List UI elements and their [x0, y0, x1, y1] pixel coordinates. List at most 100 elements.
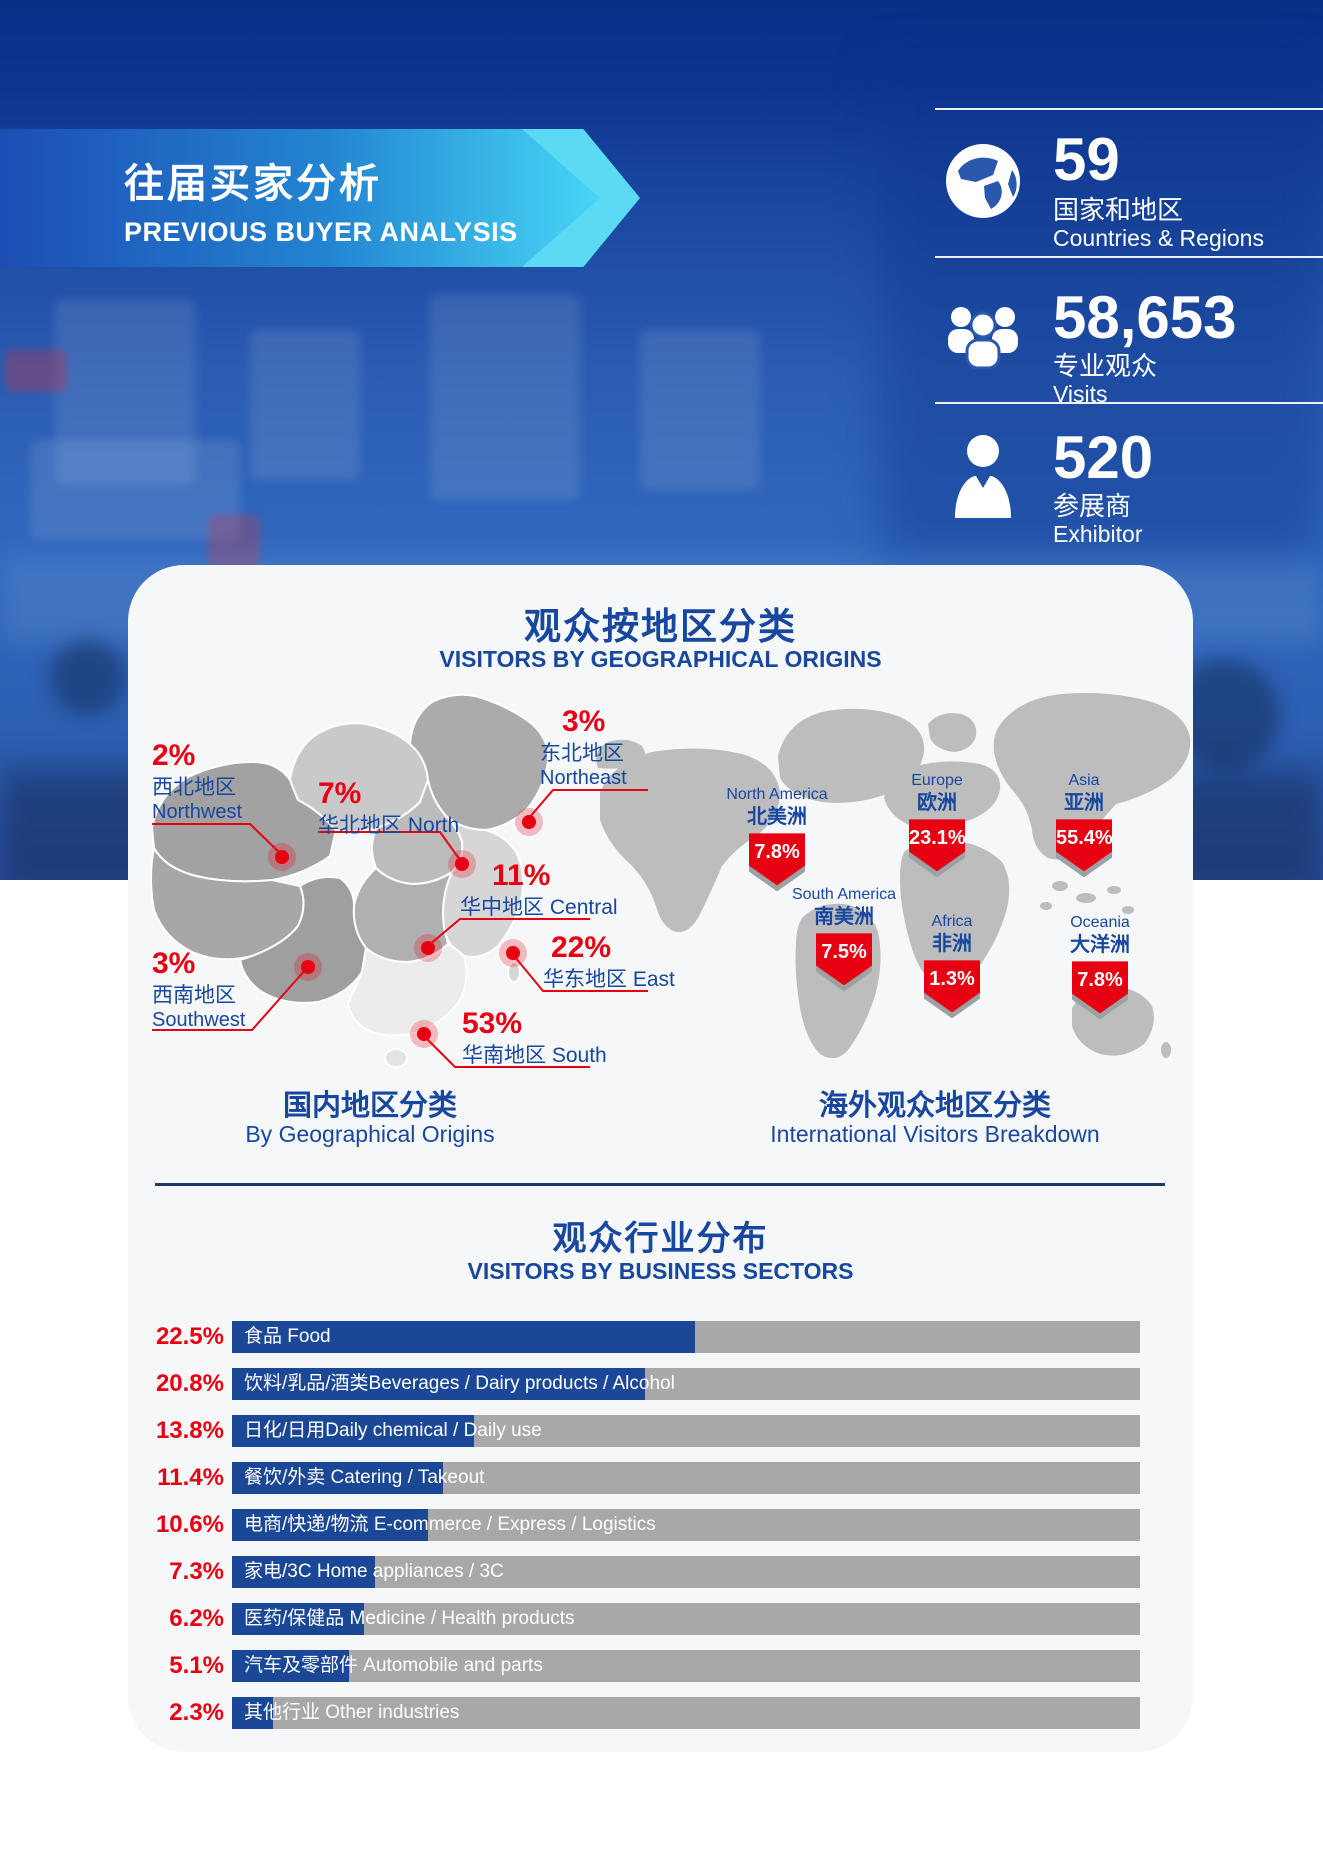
sector-bar-fill	[232, 1321, 696, 1353]
sector-value-label: 13.8%	[155, 1417, 224, 1444]
sector-category-label: 医药/保健品 Medicine / Health products	[244, 1608, 575, 1629]
sector-value-label: 22.5%	[155, 1323, 224, 1350]
sector-bar-track: 饮料/乳品/酒类Beverages / Dairy products / Alc…	[232, 1368, 1140, 1400]
sector-bar-fill	[232, 1509, 429, 1541]
stat-label-zh-countries: 国家和地区	[1053, 195, 1184, 225]
callout-northwest: 2% 西北地区 Northwest	[152, 740, 242, 823]
marker-south-america: South America 南美洲 7.5%	[759, 886, 929, 993]
callout-zh-en: 华东地区 East	[543, 967, 675, 991]
stat-divider	[935, 256, 1323, 258]
callout-zh-en: 华南地区 South	[462, 1043, 607, 1067]
callout-south: 53% 华南地区 South	[462, 1008, 607, 1067]
sector-bar-row: 20.8% 饮料/乳品/酒类Beverages / Dairy products…	[120, 1368, 1148, 1400]
callout-en: Southwest	[152, 1008, 246, 1031]
sector-value-label: 6.2%	[169, 1605, 224, 1632]
photo-booth-shape	[55, 300, 195, 485]
marker-asia: Asia 亚洲 55.4%	[999, 772, 1169, 879]
callout-pct: 2%	[152, 739, 196, 772]
callout-zh-en: 华北地区 North	[318, 813, 460, 837]
callout-zh: 东北地区	[540, 741, 624, 765]
continent-pct: 7.8%	[749, 833, 805, 886]
continent-zh: 非洲	[932, 933, 972, 956]
business-sectors-chart: 22.5% 食品 Food 20.8% 饮料/乳品/酒类Beverages / …	[120, 1321, 1148, 1744]
geo-section-title-zh: 观众按地区分类	[524, 606, 797, 647]
exhibitor-icon	[938, 430, 1028, 523]
sector-bar-row: 22.5% 食品 Food	[120, 1321, 1148, 1353]
china-caption-zh: 国内地区分类	[282, 1090, 457, 1122]
continent-pct: 1.3%	[924, 960, 980, 1013]
continent-pct: 7.5%	[816, 933, 872, 986]
sector-bar-track: 餐饮/外卖 Catering / Takeout	[232, 1462, 1140, 1494]
callout-north: 7% 华北地区 North	[318, 778, 459, 837]
world-caption-zh: 海外观众地区分类	[818, 1090, 1051, 1122]
pct-shield: 55.4%	[1056, 819, 1112, 879]
continent-en: Asia	[1068, 772, 1100, 789]
callout-central: 11% 华中地区 Central	[460, 860, 618, 919]
sector-category-label: 家电/3C Home appliances / 3C	[244, 1561, 504, 1582]
marker-africa: Africa 非洲 1.3%	[867, 913, 1037, 1020]
callout-northeast: 3% 东北地区 Northeast	[540, 706, 627, 789]
sector-bar-track: 汽车及零部件 Automobile and parts	[232, 1650, 1140, 1682]
marker-europe: Europe 欧洲 23.1%	[852, 772, 1022, 879]
sector-category-label: 饮料/乳品/酒类Beverages / Dairy products / Alc…	[244, 1373, 675, 1394]
continent-en: Europe	[911, 772, 963, 789]
sector-category-label: 汽车及零部件 Automobile and parts	[244, 1655, 543, 1676]
stat-value-exhibitor: 520	[1053, 424, 1154, 491]
callout-southwest: 3% 西南地区 Southwest	[152, 948, 245, 1031]
sector-bar-row: 10.6% 电商/快递/物流 E-commerce / Express / Lo…	[120, 1509, 1148, 1541]
sector-bar-fill	[232, 1368, 646, 1400]
callout-zh-en: 华中地区 Central	[460, 895, 618, 919]
stat-label-en-exhibitor: Exhibitor	[1053, 521, 1143, 547]
sector-bar-fill	[232, 1697, 273, 1729]
callout-pct: 3%	[152, 947, 196, 980]
page-title-zh: 往届买家分析	[124, 162, 382, 206]
callout-zh: 西南地区	[152, 983, 236, 1007]
pct-shield: 23.1%	[909, 819, 965, 879]
stat-label-zh-exhibitor: 参展商	[1053, 491, 1132, 521]
callout-en: Northwest	[152, 800, 243, 823]
section-divider	[155, 1183, 1165, 1186]
geo-section-title-en: VISITORS BY GEOGRAPHICAL ORIGINS	[439, 646, 882, 672]
photo-booth-shape	[640, 330, 760, 490]
photo-red-sign-shape	[5, 350, 67, 392]
sector-category-label: 电商/快递/物流 E-commerce / Express / Logistic…	[244, 1514, 656, 1535]
sector-bar-track: 其他行业 Other industries	[232, 1697, 1140, 1729]
sector-category-label: 食品 Food	[244, 1326, 331, 1347]
callout-pct: 3%	[562, 705, 606, 738]
sector-value-label: 10.6%	[155, 1511, 224, 1538]
photo-booth-shape	[430, 295, 580, 500]
sector-bar-fill	[232, 1556, 376, 1588]
callout-pct: 22%	[551, 931, 612, 964]
sector-category-label: 其他行业 Other industries	[244, 1702, 460, 1723]
marker-north-america: North America 北美洲 7.8%	[692, 786, 862, 893]
sector-bar-fill	[232, 1415, 474, 1447]
sector-category-label: 日化/日用Daily chemical / Daily use	[244, 1420, 542, 1441]
continent-zh: 欧洲	[917, 792, 957, 815]
pct-shield: 7.8%	[1072, 961, 1128, 1021]
photo-booth-shape	[30, 440, 240, 540]
sectors-section-title-zh: 观众行业分布	[552, 1220, 769, 1258]
stat-label-en-countries: Countries & Regions	[1053, 225, 1264, 251]
pct-shield: 7.8%	[749, 833, 805, 893]
sector-bar-track: 家电/3C Home appliances / 3C	[232, 1556, 1140, 1588]
sector-value-label: 5.1%	[169, 1652, 224, 1679]
continent-zh: 南美洲	[814, 906, 874, 929]
stat-divider	[935, 108, 1323, 110]
sector-bar-fill	[232, 1650, 350, 1682]
callout-en: Northeast	[540, 766, 627, 789]
continent-pct: 23.1%	[909, 819, 965, 872]
sector-bar-track: 日化/日用Daily chemical / Daily use	[232, 1415, 1140, 1447]
continent-zh: 亚洲	[1064, 792, 1104, 815]
stat-value-countries: 59	[1053, 126, 1120, 193]
stat-divider	[935, 402, 1323, 404]
sector-bar-row: 13.8% 日化/日用Daily chemical / Daily use	[120, 1415, 1148, 1447]
sector-bar-track: 电商/快递/物流 E-commerce / Express / Logistic…	[232, 1509, 1140, 1541]
world-caption-en: International Visitors Breakdown	[770, 1121, 1100, 1147]
stat-label-zh-visits: 专业观众	[1053, 351, 1158, 381]
callout-pct: 7%	[318, 777, 362, 810]
title-banner: 往届买家分析 PREVIOUS BUYER ANALYSIS	[0, 129, 600, 267]
sector-value-label: 20.8%	[155, 1370, 224, 1397]
stats-backdrop	[880, 60, 1323, 560]
sector-bar-fill	[232, 1603, 364, 1635]
